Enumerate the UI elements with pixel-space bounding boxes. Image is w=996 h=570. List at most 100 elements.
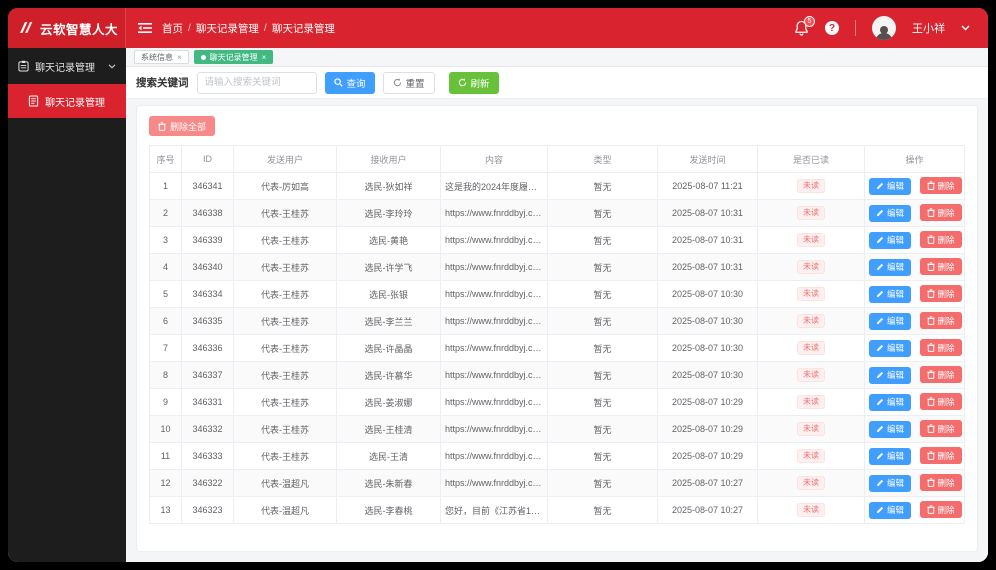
delete-button[interactable]: 删除	[919, 204, 962, 222]
delete-button[interactable]: 删除	[919, 258, 962, 276]
cell-receiver: 选民-许学飞	[336, 253, 441, 281]
active-tab-dot	[200, 54, 206, 60]
notifications-button[interactable]: 5	[794, 16, 815, 36]
cell-content: https://www.fnrddbyj.com/upl...	[440, 388, 548, 416]
delete-button[interactable]: 删除	[919, 177, 962, 195]
delete-button[interactable]: 删除	[919, 285, 962, 303]
cell-receiver: 选民-黄艳	[336, 226, 441, 254]
cell-id: 346341	[181, 172, 234, 200]
cell-read-status: 未读	[757, 442, 865, 470]
table-row: 10 346332 代表-王桂苏 选民-王桂清 https://www.fnrd…	[149, 415, 965, 443]
delete-button[interactable]: 删除	[919, 339, 962, 357]
tab-chat-records[interactable]: 聊天记录管理 ×	[193, 50, 274, 64]
breadcrumb-home[interactable]: 首页	[162, 22, 183, 35]
breadcrumb-parent[interactable]: 聊天记录管理	[195, 22, 259, 35]
tab-system-info[interactable]: 系统信息 ×	[134, 50, 189, 64]
tab-close-icon[interactable]: ×	[177, 52, 182, 62]
cell-type: 暂无	[547, 199, 658, 227]
edit-button[interactable]: 编辑	[869, 312, 912, 330]
refresh-button[interactable]: 刷新	[448, 71, 499, 94]
unread-badge: 未读	[797, 368, 825, 382]
trash-icon	[926, 208, 935, 218]
cell-actions: 编辑 删除	[864, 172, 965, 200]
cell-id: 346333	[181, 442, 234, 470]
reset-button[interactable]: 重置	[382, 71, 435, 94]
delete-button[interactable]: 删除	[919, 393, 962, 411]
top-header: 云软智慧人大 首页 / 聊天记录管理 / 聊天记录管理	[8, 8, 988, 48]
sidebar-collapse-icon[interactable]	[138, 22, 152, 34]
cell-content: https://www.fnrddbyj.com/upl...	[440, 199, 548, 227]
table-row: 13 346323 代表-温超凡 选民-李春桃 您好，目前《江苏省12345政.…	[149, 496, 965, 524]
delete-button[interactable]: 删除	[919, 420, 962, 438]
cell-receiver: 选民-许慕华	[336, 361, 441, 389]
query-button[interactable]: 查询	[324, 71, 375, 94]
cell-read-status: 未读	[757, 199, 865, 227]
sidebar-item-chat-records-parent[interactable]: 聊天记录管理	[8, 48, 126, 84]
search-input[interactable]	[196, 71, 317, 94]
cell-index: 3	[149, 226, 182, 254]
cell-sender: 代表-王桂苏	[233, 226, 337, 254]
edit-button[interactable]: 编辑	[869, 366, 912, 384]
chat-records-table: 序号 ID 发送用户 接收用户 内容 类型 发送时间 是否已读 操作	[149, 145, 965, 524]
edit-button[interactable]: 编辑	[869, 393, 912, 411]
edit-icon	[876, 183, 884, 190]
edit-button[interactable]: 编辑	[869, 231, 912, 249]
edit-button[interactable]: 编辑	[869, 339, 912, 357]
user-name[interactable]: 王小祥	[912, 23, 945, 35]
brand-logo[interactable]: 云软智慧人大	[8, 8, 126, 48]
delete-button[interactable]: 删除	[919, 231, 962, 249]
tab-close-icon[interactable]: ×	[261, 52, 267, 62]
delete-button[interactable]: 删除	[919, 312, 962, 330]
delete-button[interactable]: 删除	[919, 447, 962, 465]
delete-button[interactable]: 删除	[919, 366, 962, 384]
notification-badge: 5	[804, 16, 815, 27]
edit-button[interactable]: 编辑	[869, 474, 912, 492]
trash-icon	[926, 289, 935, 299]
cell-id: 346337	[181, 361, 234, 389]
cell-send-time: 2025-08-07 10:31	[657, 226, 758, 254]
table-card: 删除全部 序号 ID 发送用户	[136, 105, 978, 552]
avatar[interactable]	[872, 16, 896, 40]
cell-content: https://www.fnrddbyj.com/upl...	[440, 280, 548, 308]
tab-label: 聊天记录管理	[209, 52, 258, 62]
cell-actions: 编辑 删除	[864, 199, 965, 227]
unread-badge: 未读	[797, 179, 825, 193]
cell-id: 346323	[181, 496, 234, 524]
help-button[interactable]: ?	[825, 21, 839, 35]
delete-button[interactable]: 删除	[919, 501, 962, 519]
cell-read-status: 未读	[757, 280, 865, 308]
col-read-status: 是否已读	[757, 145, 865, 173]
chevron-down-icon[interactable]	[961, 25, 970, 31]
unread-badge: 未读	[797, 287, 825, 301]
cell-id: 346338	[181, 199, 234, 227]
cell-content: https://www.fnrddbyj.com/upl...	[440, 361, 548, 389]
edit-icon	[876, 426, 884, 433]
cell-index: 5	[149, 280, 182, 308]
cell-send-time: 2025-08-07 10:30	[657, 280, 758, 308]
unread-badge: 未读	[797, 341, 825, 355]
table-row: 12 346322 代表-温超凡 选民-朱新春 https://www.fnrd…	[149, 469, 965, 497]
edit-button[interactable]: 编辑	[869, 204, 912, 222]
edit-button[interactable]: 编辑	[869, 285, 912, 303]
edit-button[interactable]: 编辑	[869, 420, 912, 438]
edit-button[interactable]: 编辑	[869, 177, 912, 195]
user-avatar-icon	[876, 26, 892, 40]
unread-badge: 未读	[797, 503, 825, 517]
delete-all-button[interactable]: 删除全部	[149, 116, 216, 136]
table-row: 4 346340 代表-王桂苏 选民-许学飞 https://www.fnrdd…	[149, 253, 965, 281]
cell-read-status: 未读	[757, 469, 865, 497]
edit-icon	[876, 453, 884, 460]
cell-id: 346332	[181, 415, 234, 443]
sidebar-item-chat-records[interactable]: 聊天记录管理	[8, 84, 126, 118]
cell-content: https://www.fnrddbyj.com/upl...	[440, 469, 548, 497]
col-index: 序号	[149, 145, 182, 173]
cell-content: https://www.fnrddbyj.com/upl...	[440, 253, 548, 281]
edit-button[interactable]: 编辑	[869, 447, 912, 465]
cell-id: 346335	[181, 307, 234, 335]
cell-receiver: 选民-王清	[336, 442, 441, 470]
delete-button[interactable]: 删除	[919, 474, 962, 492]
edit-button[interactable]: 编辑	[869, 501, 912, 519]
header-divider	[855, 20, 856, 36]
edit-button[interactable]: 编辑	[869, 258, 912, 276]
cell-index: 9	[149, 388, 182, 416]
